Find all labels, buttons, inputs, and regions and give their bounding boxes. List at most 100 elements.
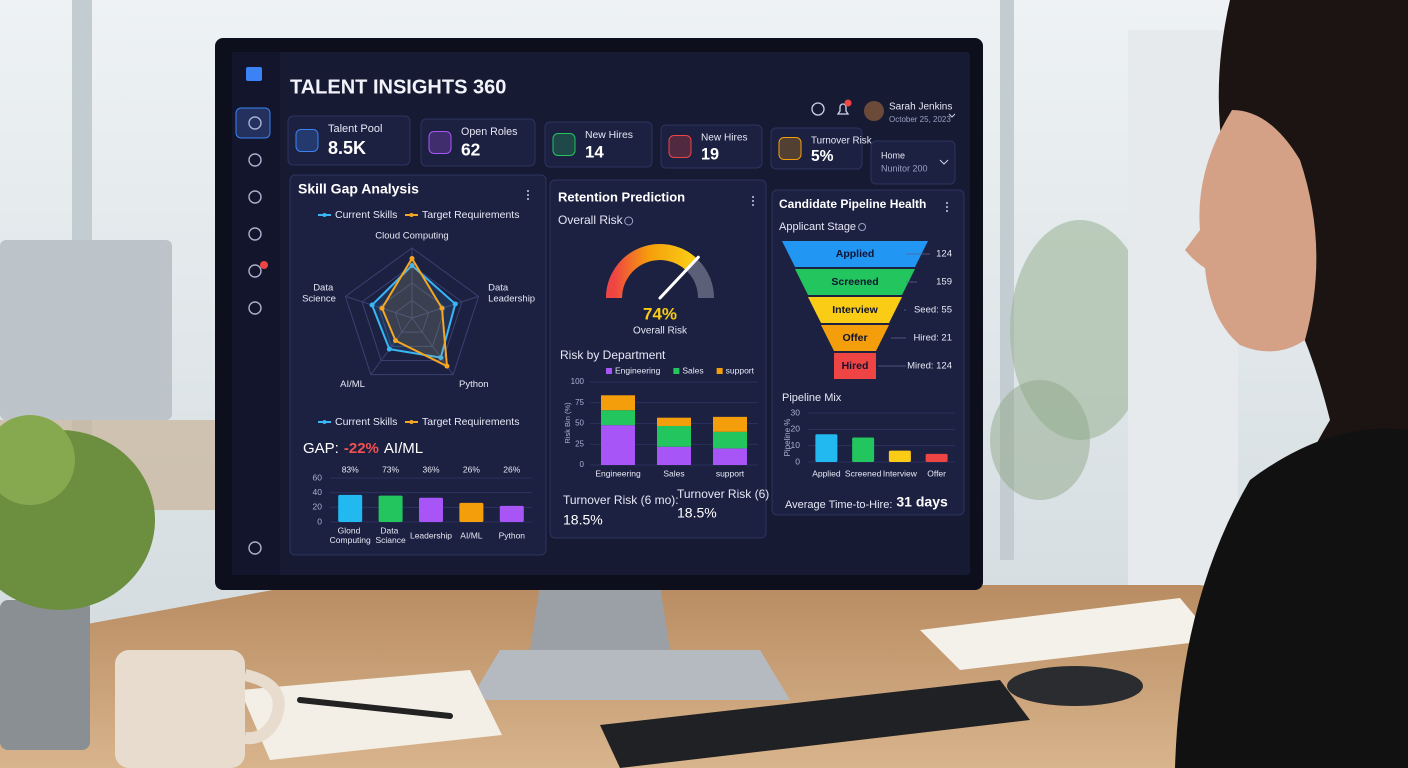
legend-swatch: [716, 368, 723, 374]
kpi-value: 19: [701, 145, 719, 163]
kpi-icon: [668, 135, 692, 158]
bar: [378, 495, 403, 522]
radar-point: [409, 256, 415, 261]
bar: [852, 437, 875, 462]
bar-label: 83%: [342, 464, 359, 474]
bar-segment: [657, 417, 691, 426]
footnote-label: Turnover Risk (6 mo):: [563, 493, 679, 507]
bar-label: 36%: [422, 464, 439, 474]
selector-line-1: Home: [881, 150, 905, 160]
menu-dot: [526, 193, 530, 197]
funnel-stage-label: Hired: [842, 360, 869, 372]
legend-swatch-dot: [409, 420, 414, 424]
label-line: Sciance: [375, 535, 406, 545]
radar-ring: [361, 264, 463, 361]
funnel-stage: [808, 297, 902, 323]
panel-subtitle: Applicant Stage: [779, 221, 856, 233]
nav-icon: [248, 116, 262, 130]
user-date: October 25, 2023: [889, 115, 951, 124]
funnel-stage: [782, 241, 928, 267]
radar-point: [452, 301, 458, 307]
gauge-needle: [658, 255, 700, 300]
x-tick-label: Glond Computing: [330, 526, 371, 546]
user-menu-chevron: [948, 113, 956, 118]
panel-title: Skill Gap Analysis: [298, 181, 419, 197]
legend-label: Sales: [682, 365, 703, 375]
user-name: Sarah Jenkins: [889, 102, 952, 113]
y-tick-label: 20: [313, 502, 323, 512]
bell-icon: [836, 103, 850, 115]
help-icon: [811, 102, 825, 116]
bar-segment: [601, 395, 635, 411]
panel-subtitle: Risk by Department: [560, 348, 666, 362]
radar-point: [369, 302, 375, 308]
kpi-icon: [428, 131, 452, 154]
legend-swatch: [606, 368, 612, 374]
bar-label: 26%: [463, 464, 480, 474]
x-tick-label: Sales: [663, 468, 684, 478]
legend-swatch: [673, 368, 680, 374]
kpi-label: Turnover Risk: [811, 136, 872, 147]
pen: [297, 697, 453, 719]
gap-title: AI/ML: [384, 440, 423, 457]
kpi-value: 5%: [811, 148, 834, 165]
kpi-icon: [778, 137, 802, 160]
y-tick-label: 100: [571, 377, 585, 386]
nav-icon: [248, 301, 262, 315]
radar-ring: [394, 299, 430, 333]
selector-line-2: Nunitor 200: [881, 163, 928, 173]
legend-label: Target Requirements: [422, 416, 519, 428]
x-tick-label: Screened: [845, 468, 882, 478]
notebook-right: [920, 598, 1215, 670]
x-tick-label: Interview: [883, 468, 918, 478]
radar-point: [409, 263, 415, 268]
radar-area: [380, 256, 449, 368]
kpi-label: New Hires: [701, 133, 748, 144]
legend-label: Target Requirements: [422, 209, 519, 221]
funnel-count: Hired: 21: [913, 333, 952, 344]
menu-dot: [751, 195, 755, 199]
radar-spoke: [345, 295, 413, 319]
x-tick-label: Engineering: [595, 468, 641, 478]
kpi-card: [770, 127, 863, 170]
label-line: Data: [380, 526, 400, 536]
menu-dot: [945, 205, 949, 209]
legend-label: Current Skills: [335, 416, 397, 428]
funnel-stage-label: Offer: [842, 332, 867, 344]
x-tick-label: AI/ML: [460, 530, 482, 540]
person-hair: [1232, 0, 1408, 360]
label-line: Computing: [330, 535, 371, 545]
bar: [815, 434, 838, 462]
kpi-card: [420, 118, 536, 167]
nav-icon: [248, 264, 262, 278]
monitor-stand: [530, 585, 670, 650]
radar-axis-label: Data Science: [302, 282, 336, 304]
mouse: [1007, 666, 1143, 706]
app-title: TALENT INSIGHTS 360: [290, 76, 506, 98]
menu-dot: [945, 209, 949, 213]
y-tick-label: 0: [795, 456, 800, 466]
keyboard: [600, 680, 1030, 768]
kpi-value: 62: [461, 140, 480, 160]
kpi-icon: [552, 133, 576, 156]
menu-dot: [751, 203, 755, 207]
footnote-value: 31 days: [896, 494, 948, 510]
menu-dot: [751, 199, 755, 203]
kpi-label: Open Roles: [461, 126, 517, 138]
radar-spoke: [411, 295, 479, 319]
label-line: Data: [313, 282, 336, 293]
radar-point: [379, 305, 385, 311]
y-tick-label: 20: [791, 424, 801, 434]
notebook: [240, 670, 502, 760]
funnel-count: 159: [936, 277, 952, 288]
menu-dot: [526, 189, 530, 193]
view-selector[interactable]: [870, 140, 956, 185]
panel-subtitle: Pipeline Mix: [782, 392, 842, 404]
x-tick-label: Data Sciance: [375, 526, 406, 546]
radar-spoke: [370, 317, 413, 375]
person-clothing: [1175, 428, 1408, 768]
nav-icon: [248, 541, 262, 555]
funnel-count: 124: [936, 249, 952, 260]
radar-point: [444, 363, 450, 369]
